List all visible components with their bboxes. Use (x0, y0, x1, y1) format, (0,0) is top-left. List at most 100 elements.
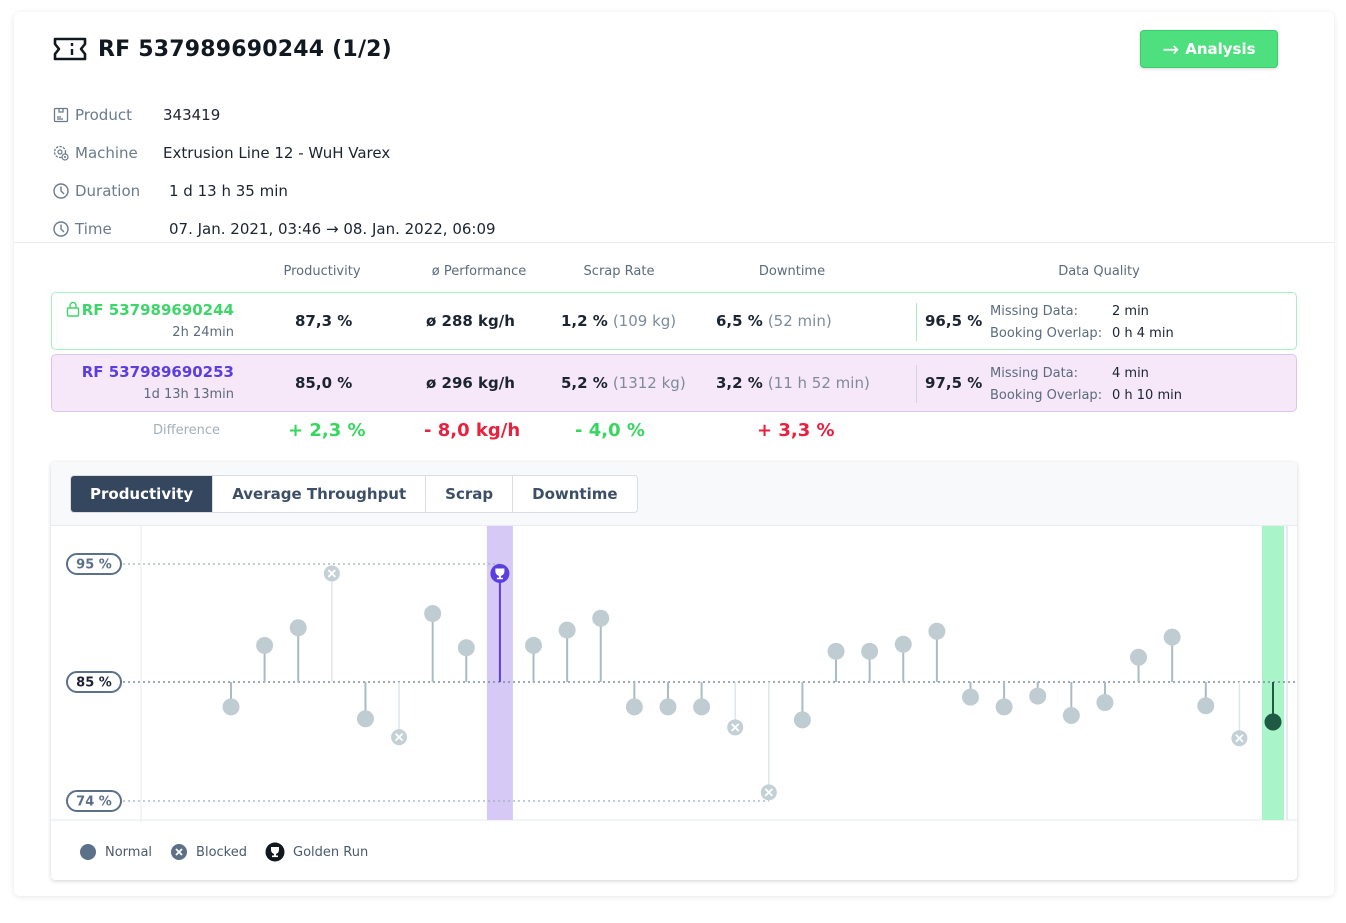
data-point-normal (289, 619, 307, 637)
normal-dot-icon (80, 844, 96, 860)
data-point-normal (827, 642, 845, 660)
data-point-normal (793, 711, 811, 729)
analysis-button-label: Analysis (1185, 40, 1256, 58)
chart-tabs: Productivity Average Throughput Scrap Do… (70, 475, 638, 513)
clock-icon (53, 221, 69, 237)
data-point-normal (894, 635, 912, 653)
data-point-current (1264, 713, 1282, 731)
chart-tabs-bar: Productivity Average Throughput Scrap Do… (51, 462, 1297, 526)
chart-legend: Normal Blocked Golden Run (79, 842, 386, 862)
data-point-normal (525, 636, 543, 654)
difference-downtime: + 3,3 % (757, 420, 835, 441)
product-icon (53, 107, 69, 123)
downtime-cell: 3,2 % (11 h 52 min) (716, 355, 870, 411)
header-downtime: Downtime (758, 264, 826, 279)
legend-item-normal: Normal (79, 843, 152, 861)
difference-label: Difference (153, 423, 221, 438)
trophy-stem (498, 575, 501, 578)
ticket-icon (53, 37, 87, 61)
reference-label-pill (66, 671, 122, 693)
production-run-card: RF 537989690244 (1/2) → Analysis Product… (14, 12, 1334, 896)
page-title: RF 537989690244 (1/2) (98, 36, 392, 62)
blocked-x-icon (1235, 734, 1244, 743)
run-id-cell: RF 537989690244 2h 24min (52, 293, 234, 349)
data-point-normal (424, 605, 442, 623)
tab-average-throughput[interactable]: Average Throughput (212, 476, 425, 512)
machine-gear-icon (53, 145, 69, 161)
data-quality-value: 96,5 % (925, 312, 983, 330)
data-quality-value: 97,5 % (925, 374, 983, 392)
meta-label: Machine (75, 144, 138, 162)
booking-overlap-value: 0 h 10 min (1112, 388, 1182, 403)
scrap-rate-cell: 1,2 % (109 kg) (561, 293, 676, 349)
header-scrap-rate: Scrap Rate (583, 264, 655, 279)
data-point-normal (625, 698, 643, 716)
meta-value: Extrusion Line 12 - WuH Varex (163, 144, 391, 162)
run-metadata: Product 343419 Machine Extrusion Line 12… (52, 96, 496, 248)
performance-value: ø 296 kg/h (426, 374, 515, 392)
downtime-value: 3,2 % (716, 374, 763, 392)
header-data-quality: Data Quality (1058, 264, 1140, 279)
blocked-x-icon (327, 569, 336, 578)
scrap-rate-value: 1,2 % (561, 312, 608, 330)
meta-label: Product (75, 106, 132, 124)
divider (916, 303, 917, 341)
clock-icon (53, 183, 69, 199)
data-point-normal (961, 688, 979, 706)
scrap-amount: (109 kg) (612, 312, 677, 330)
divider (916, 365, 917, 403)
current-run-band (1262, 526, 1284, 820)
lock-icon (66, 301, 80, 317)
scrap-amount: (1312 kg) (612, 374, 686, 392)
data-point-normal (995, 698, 1013, 716)
meta-row-machine: Machine Extrusion Line 12 - WuH Varex (52, 134, 496, 172)
meta-label: Duration (75, 182, 141, 200)
analysis-button[interactable]: → Analysis (1140, 30, 1278, 68)
legend-label: Normal (105, 844, 153, 860)
legend-label: Golden Run (293, 844, 369, 860)
data-point-normal (1197, 697, 1215, 715)
scrap-rate-value: 5,2 % (561, 374, 608, 392)
productivity-value: 85,0 % (295, 374, 353, 392)
difference-performance: - 8,0 kg/h (424, 420, 521, 441)
chart-panel: Productivity Average Throughput Scrap Do… (51, 462, 1297, 880)
data-point-normal (659, 698, 677, 716)
data-point-normal (1130, 648, 1148, 666)
tab-scrap[interactable]: Scrap (425, 476, 512, 512)
data-point-normal (928, 622, 946, 640)
downtime-amount: (52 min) (767, 312, 832, 330)
downtime-amount: (11 h 52 min) (767, 374, 870, 392)
data-point-normal (356, 710, 374, 728)
missing-data-label: Missing Data: (990, 366, 1079, 381)
meta-row-time: Time 07. Jan. 2021, 03:46 → 08. Jan. 202… (52, 210, 496, 248)
section-divider (14, 242, 1334, 243)
downtime-value: 6,5 % (716, 312, 763, 330)
run-id[interactable]: RF 537989690253 (81, 363, 234, 381)
data-point-normal (861, 642, 879, 660)
trophy-base (496, 577, 503, 580)
header-productivity: Productivity (283, 264, 361, 279)
productivity-value: 87,3 % (295, 312, 353, 330)
comparison-row-current[interactable]: RF 537989690244 2h 24min 87,3 % ø 288 kg… (51, 292, 1297, 350)
run-id[interactable]: RF 537989690244 (81, 301, 234, 319)
meta-value: 07. Jan. 2021, 03:46 → 08. Jan. 2022, 06… (169, 220, 496, 238)
reference-label-pill (66, 553, 122, 575)
blocked-x-icon (171, 844, 188, 860)
missing-data-value: 4 min (1112, 366, 1149, 381)
data-point-normal (222, 698, 240, 716)
tab-downtime[interactable]: Downtime (512, 476, 636, 512)
tab-productivity[interactable]: Productivity (71, 476, 213, 512)
meta-value: 1 d 13 h 35 min (169, 182, 288, 200)
data-point-normal (457, 639, 475, 657)
trophy-icon (495, 568, 505, 576)
header-performance: ø Performance (431, 264, 527, 279)
reference-label: 85 % (76, 676, 112, 691)
performance-value: ø 288 kg/h (426, 312, 515, 330)
data-point-normal (558, 621, 576, 639)
comparison-row-golden[interactable]: RF 537989690253 1d 13h 13min 85,0 % ø 29… (51, 354, 1297, 412)
difference-productivity: + 2,3 % (288, 420, 366, 441)
arrow-right-icon: → (1162, 37, 1180, 61)
data-point-normal (1163, 628, 1181, 646)
meta-label: Time (75, 220, 112, 238)
data-point-normal (592, 609, 610, 627)
